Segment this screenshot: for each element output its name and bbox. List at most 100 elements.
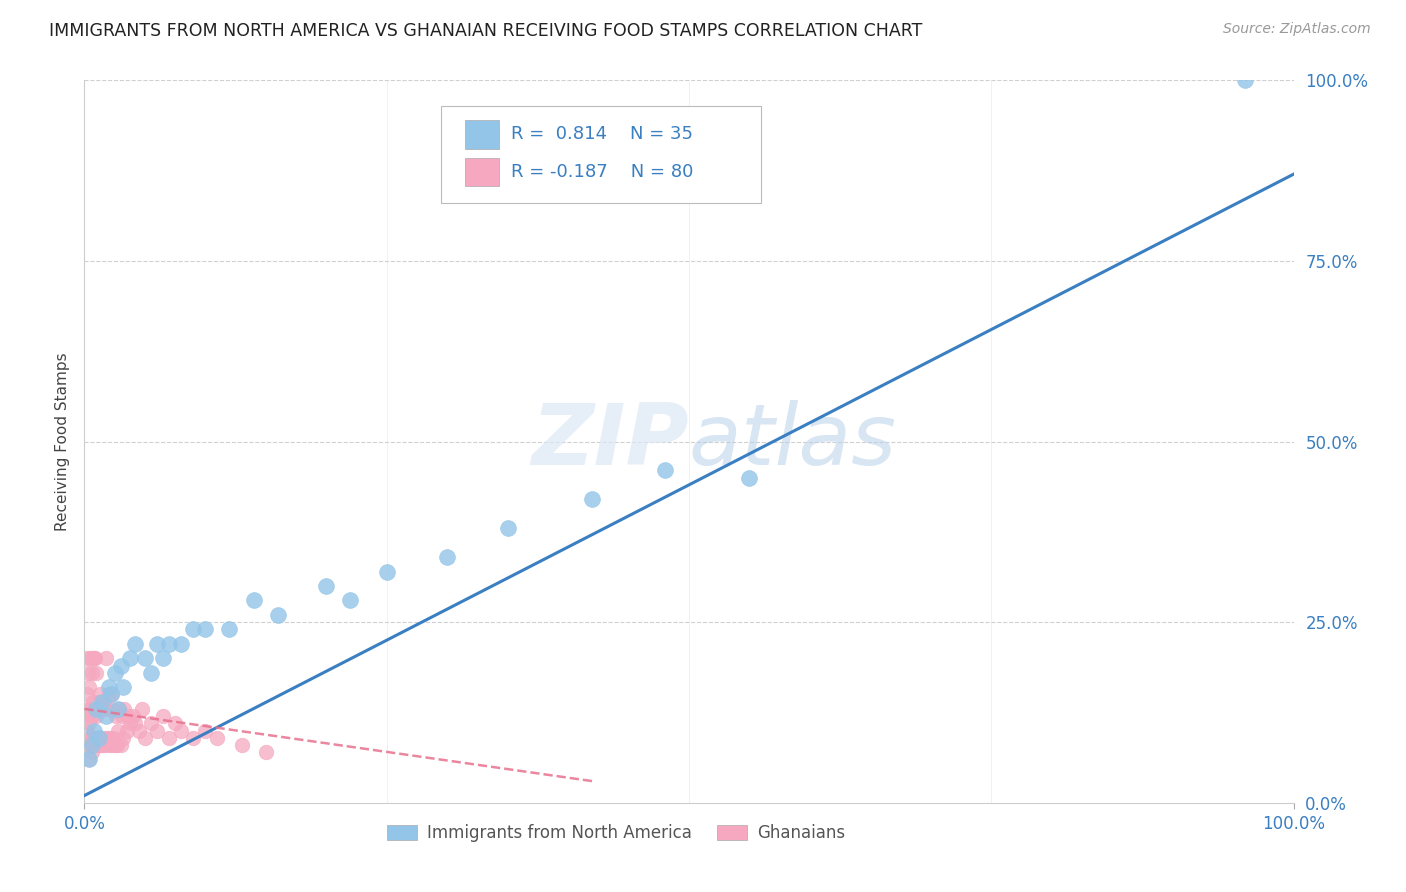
Point: [86, 738, 108, 752]
Point: [157, 637, 180, 651]
Point: [181, 731, 204, 745]
Text: atlas: atlas: [689, 400, 897, 483]
Point: [254, 745, 277, 759]
Text: IMMIGRANTS FROM NORTH AMERICA VS GHANAIAN RECEIVING FOOD STAMPS CORRELATION CHAR: IMMIGRANTS FROM NORTH AMERICA VS GHANAIA…: [49, 22, 922, 40]
Point: [84, 738, 107, 752]
Point: [121, 709, 143, 723]
Point: [242, 593, 264, 607]
Point: [146, 723, 169, 738]
Point: [97, 687, 120, 701]
Point: [152, 709, 174, 723]
Point: [79, 651, 101, 665]
Point: [82, 695, 104, 709]
Point: [110, 738, 132, 752]
Point: [94, 702, 117, 716]
Point: [77, 702, 100, 716]
Point: [84, 651, 107, 665]
Point: [101, 738, 124, 752]
Point: [207, 731, 229, 745]
Point: [165, 716, 187, 731]
Point: [91, 695, 114, 709]
Point: [77, 716, 100, 731]
Y-axis label: Receiving Food Stamps: Receiving Food Stamps: [55, 352, 70, 531]
Text: ZIP: ZIP: [531, 400, 689, 483]
Legend: Immigrants from North America, Ghanaians: Immigrants from North America, Ghanaians: [381, 817, 852, 848]
Point: [82, 731, 104, 745]
Point: [124, 716, 146, 731]
Point: [120, 716, 142, 731]
Point: [101, 687, 124, 701]
Text: R =  0.814    N = 35: R = 0.814 N = 35: [512, 126, 693, 144]
Point: [110, 658, 132, 673]
Point: [104, 665, 127, 680]
Point: [93, 695, 115, 709]
Point: [98, 731, 121, 745]
Point: [89, 731, 111, 745]
Point: [112, 731, 135, 745]
Point: [112, 680, 135, 694]
Point: [83, 651, 105, 665]
Point: [134, 651, 156, 665]
Point: [170, 637, 193, 651]
Point: [1234, 73, 1257, 87]
Point: [87, 702, 110, 716]
Point: [339, 593, 361, 607]
Point: [131, 702, 153, 716]
Point: [91, 702, 114, 716]
Point: [94, 738, 117, 752]
Point: [86, 709, 108, 723]
Point: [105, 738, 128, 752]
Point: [89, 687, 111, 701]
Point: [181, 623, 204, 637]
Point: [86, 731, 108, 745]
Point: [75, 709, 97, 723]
Text: R = -0.187    N = 80: R = -0.187 N = 80: [512, 163, 693, 181]
Point: [83, 738, 105, 752]
Point: [96, 731, 118, 745]
Point: [654, 463, 676, 477]
Point: [97, 738, 120, 752]
Point: [91, 738, 114, 752]
Point: [157, 731, 180, 745]
Point: [170, 723, 193, 738]
Point: [80, 665, 103, 680]
Point: [86, 665, 108, 680]
Point: [77, 738, 100, 752]
Point: [80, 745, 103, 759]
Point: [77, 665, 100, 680]
Point: [315, 579, 337, 593]
Point: [496, 521, 519, 535]
Point: [100, 702, 122, 716]
Point: [108, 702, 131, 716]
Point: [436, 550, 458, 565]
Point: [115, 723, 138, 738]
Point: [104, 709, 127, 723]
Point: [75, 738, 97, 752]
Point: [117, 709, 139, 723]
Point: [267, 607, 290, 622]
Point: [77, 680, 100, 694]
Point: [139, 665, 162, 680]
Point: [107, 723, 129, 738]
Point: [581, 492, 603, 507]
Point: [107, 702, 129, 716]
Point: [90, 738, 112, 752]
Point: [80, 738, 103, 752]
Point: [84, 702, 107, 716]
Point: [86, 695, 108, 709]
Point: [87, 731, 110, 745]
Point: [120, 651, 142, 665]
Point: [87, 738, 110, 752]
Point: [93, 731, 115, 745]
Point: [83, 723, 105, 738]
Point: [79, 702, 101, 716]
Point: [97, 680, 120, 694]
FancyBboxPatch shape: [465, 120, 499, 149]
Point: [112, 702, 135, 716]
Point: [152, 651, 174, 665]
Point: [375, 565, 398, 579]
Point: [76, 687, 98, 701]
Point: [124, 637, 146, 651]
Point: [194, 723, 217, 738]
Point: [82, 651, 104, 665]
